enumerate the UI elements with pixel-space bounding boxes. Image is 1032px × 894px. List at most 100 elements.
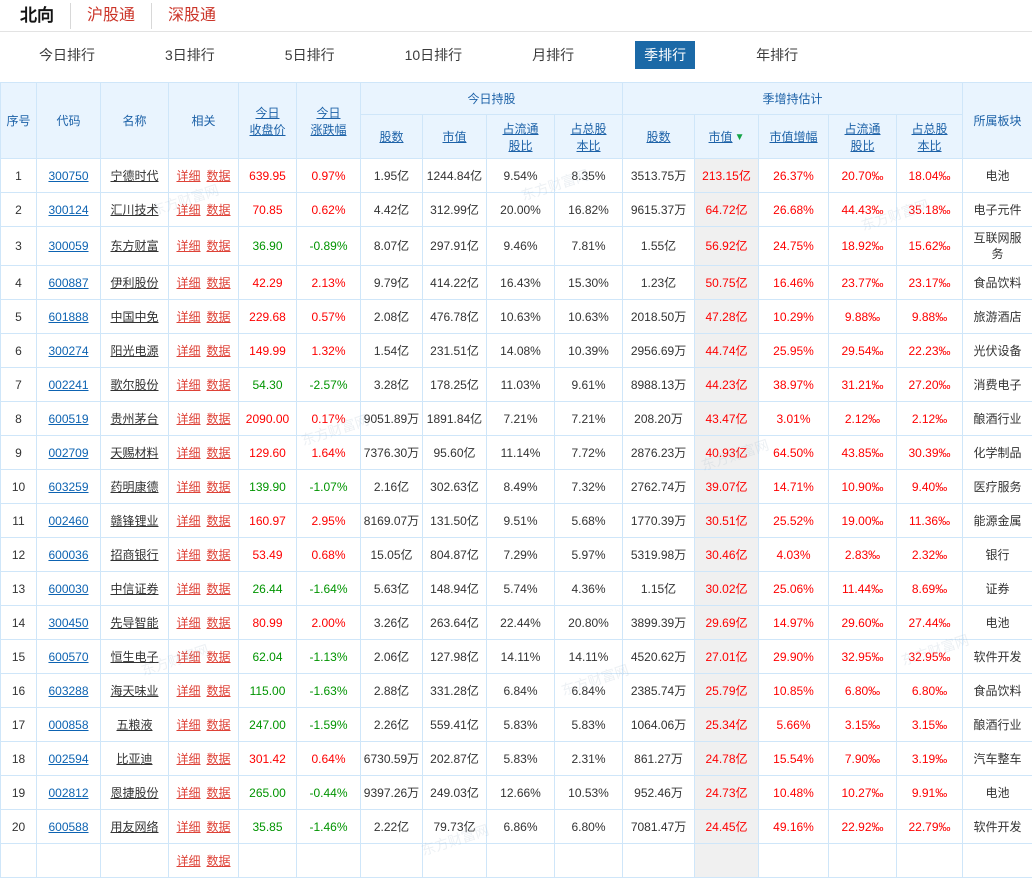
stock-code-link[interactable]: 002594 (48, 751, 89, 766)
detail-link[interactable]: 详细 (176, 168, 201, 183)
stock-code-link[interactable]: 002241 (48, 377, 89, 392)
detail-link[interactable]: 详细 (176, 615, 201, 630)
stock-name-link[interactable]: 恒生电子 (110, 649, 159, 664)
data-link[interactable]: 数据 (206, 168, 231, 183)
stock-name-link[interactable]: 宁德时代 (110, 168, 159, 183)
stock-name-link[interactable]: 中信证券 (110, 581, 159, 596)
col-header-float-pct[interactable]: 占流通 股比 (486, 114, 555, 159)
data-link[interactable]: 数据 (206, 547, 231, 562)
stock-code-link[interactable]: 600519 (48, 411, 89, 426)
detail-link[interactable]: 详细 (176, 445, 201, 460)
period-tab-2[interactable]: 3日排行 (165, 47, 215, 63)
detail-link[interactable]: 详细 (176, 581, 201, 596)
stock-code-link[interactable]: 002709 (48, 445, 89, 460)
data-link[interactable]: 数据 (206, 581, 231, 596)
stock-code-link[interactable]: 300450 (48, 615, 89, 630)
data-link[interactable]: 数据 (206, 717, 231, 732)
stock-name-link[interactable]: 伊利股份 (110, 275, 159, 290)
stock-name-link[interactable]: 赣锋锂业 (110, 513, 159, 528)
data-link[interactable]: 数据 (206, 819, 231, 834)
data-link[interactable]: 数据 (206, 683, 231, 698)
data-link[interactable]: 数据 (206, 202, 231, 217)
detail-link[interactable]: 详细 (176, 275, 201, 290)
stock-name-link[interactable]: 阳光电源 (110, 343, 159, 358)
stock-code-link[interactable]: 600030 (48, 581, 89, 596)
detail-link[interactable]: 详细 (176, 411, 201, 426)
period-tab-1[interactable]: 今日排行 (39, 47, 95, 63)
col-header-q-total-pct[interactable]: 占总股 本比 (896, 114, 964, 159)
detail-link[interactable]: 详细 (176, 202, 201, 217)
detail-link[interactable]: 详细 (176, 547, 201, 562)
stock-name-link[interactable]: 歌尔股份 (110, 377, 159, 392)
stock-name-link[interactable]: 恩捷股份 (110, 785, 159, 800)
stock-name-link[interactable]: 汇川技术 (110, 202, 159, 217)
stock-code-link[interactable]: 603288 (48, 683, 89, 698)
stock-code-link[interactable]: 600887 (48, 275, 89, 290)
stock-code-link[interactable]: 600588 (48, 819, 89, 834)
stock-name-link[interactable]: 招商银行 (110, 547, 159, 562)
stock-code-link[interactable]: 603259 (48, 479, 89, 494)
stock-name-link[interactable]: 东方财富 (110, 239, 159, 253)
stock-name-link[interactable]: 比亚迪 (116, 751, 153, 766)
stock-name-link[interactable]: 海天味业 (110, 683, 159, 698)
data-link[interactable]: 数据 (206, 445, 231, 460)
period-tab-4[interactable]: 10日排行 (404, 47, 463, 63)
stock-name-link[interactable]: 用友网络 (110, 819, 159, 834)
data-link[interactable]: 数据 (206, 615, 231, 630)
detail-link[interactable]: 详细 (176, 479, 201, 494)
stock-code-link[interactable]: 601888 (48, 309, 89, 324)
data-link[interactable]: 数据 (206, 751, 231, 766)
period-tab-3[interactable]: 5日排行 (284, 47, 335, 63)
stock-name-link[interactable]: 中国中免 (110, 309, 159, 324)
data-link[interactable]: 数据 (206, 275, 231, 290)
stock-name-link[interactable]: 药明康德 (110, 479, 159, 494)
detail-link[interactable]: 详细 (176, 853, 201, 868)
col-header-q-mktval[interactable]: 市值 ▼ (694, 114, 760, 159)
data-link[interactable]: 数据 (206, 343, 231, 358)
col-header-q-float-pct[interactable]: 占流通 股比 (828, 114, 898, 159)
period-tab-7[interactable]: 年排行 (756, 47, 799, 63)
stock-name-link[interactable]: 天赐材料 (110, 445, 159, 460)
data-link[interactable]: 数据 (206, 309, 231, 324)
data-link[interactable]: 数据 (206, 377, 231, 392)
market-tab-2[interactable]: 沪股通 (70, 2, 151, 29)
col-header-q-shares[interactable]: 股数 (622, 114, 696, 159)
stock-code-link[interactable]: 300124 (48, 202, 89, 217)
data-link[interactable]: 数据 (206, 239, 231, 253)
detail-link[interactable]: 详细 (176, 819, 201, 834)
col-header-mktval[interactable]: 市值 (422, 114, 487, 159)
market-tab-1[interactable]: 北向 (20, 5, 54, 25)
col-header-q-growth[interactable]: 市值增幅 (758, 114, 830, 159)
stock-name-link[interactable]: 先导智能 (110, 615, 159, 630)
detail-link[interactable]: 详细 (176, 309, 201, 324)
detail-link[interactable]: 详细 (176, 649, 201, 664)
detail-link[interactable]: 详细 (176, 513, 201, 528)
data-link[interactable]: 数据 (206, 853, 231, 868)
detail-link[interactable]: 详细 (176, 377, 201, 392)
detail-link[interactable]: 详细 (176, 343, 201, 358)
data-link[interactable]: 数据 (206, 785, 231, 800)
detail-link[interactable]: 详细 (176, 785, 201, 800)
stock-code-link[interactable]: 000858 (48, 717, 89, 732)
data-link[interactable]: 数据 (206, 411, 231, 426)
detail-link[interactable]: 详细 (176, 717, 201, 732)
col-header-total-pct[interactable]: 占总股 本比 (553, 114, 624, 159)
detail-link[interactable]: 详细 (176, 239, 201, 253)
stock-code-link[interactable]: 002460 (48, 513, 89, 528)
detail-link[interactable]: 详细 (176, 751, 201, 766)
market-tab-3[interactable]: 深股通 (151, 2, 232, 29)
detail-link[interactable]: 详细 (176, 683, 201, 698)
data-link[interactable]: 数据 (206, 479, 231, 494)
period-tab-6[interactable]: 季排行 (635, 41, 696, 69)
col-header-change[interactable]: 今日 涨跌幅 (296, 82, 361, 159)
stock-code-link[interactable]: 300750 (48, 168, 89, 183)
stock-name-link[interactable]: 贵州茅台 (110, 411, 159, 426)
stock-code-link[interactable]: 600036 (48, 547, 89, 562)
col-header-shares[interactable]: 股数 (360, 114, 423, 159)
col-header-close[interactable]: 今日 收盘价 (238, 82, 297, 159)
stock-name-link[interactable]: 五粮液 (116, 717, 153, 732)
period-tab-5[interactable]: 月排行 (532, 47, 575, 63)
data-link[interactable]: 数据 (206, 649, 231, 664)
data-link[interactable]: 数据 (206, 513, 231, 528)
stock-code-link[interactable]: 300274 (48, 343, 89, 358)
